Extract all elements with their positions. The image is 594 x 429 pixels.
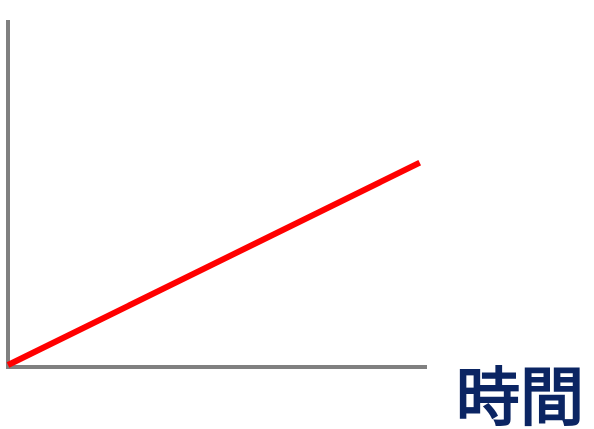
series-line-0: [6, 160, 422, 368]
series-group: [6, 160, 422, 368]
x-axis-label: 時間: [456, 362, 584, 429]
